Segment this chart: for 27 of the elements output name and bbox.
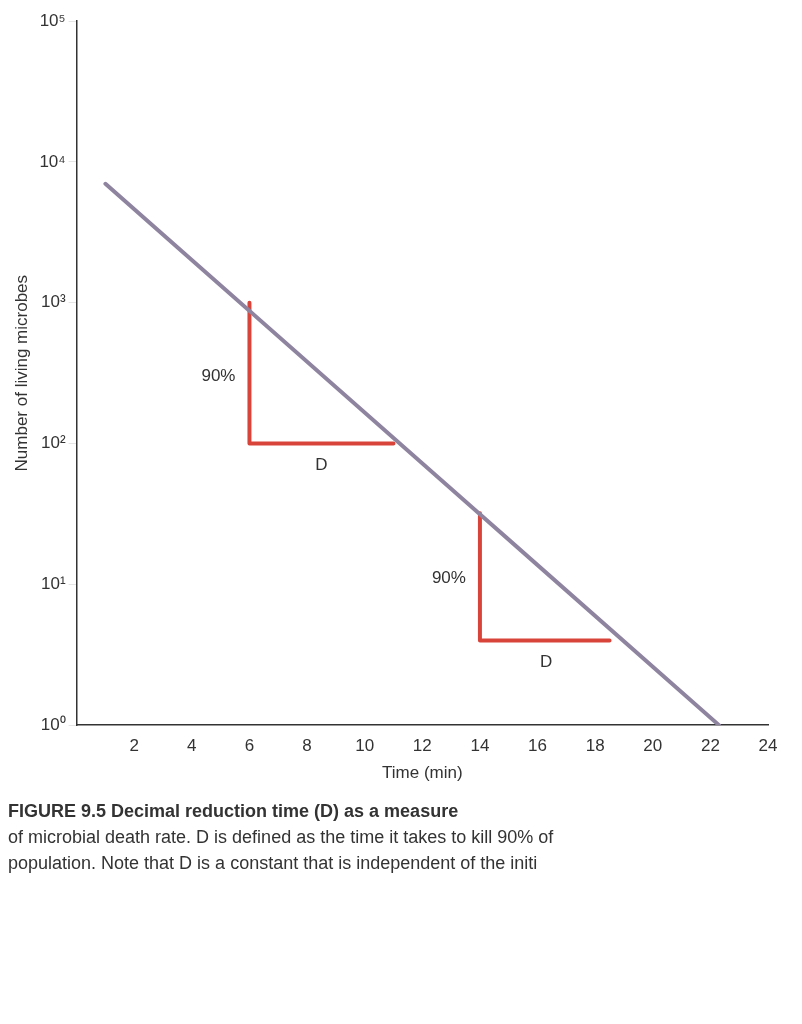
x-tick-label: 22: [700, 736, 720, 756]
y-tick-label: 10⁰: [40, 714, 66, 734]
x-axis-title: Time (min): [382, 763, 463, 783]
y-tick-label: 10⁴: [39, 151, 66, 171]
y-tick-label: 10³: [41, 292, 66, 312]
y-axis-title: Number of living microbes: [11, 274, 31, 472]
annotation: D: [540, 652, 553, 672]
text: of microbial death rate. D is defined as the time it takes to kill 90% of: [8, 826, 555, 849]
x-tick-label: 16: [528, 736, 547, 756]
y-tick-label: 10⁵: [39, 10, 66, 30]
x-tick-label: 14: [470, 736, 490, 756]
annotation: D: [315, 455, 328, 475]
text: population. Note that D is a constant that is independent of the initi: [8, 852, 539, 875]
y-tick-label: 10¹: [41, 574, 66, 594]
x-tick-label: 8: [302, 736, 312, 756]
x-tick-label: 20: [643, 736, 663, 756]
annotation: 90%: [431, 568, 466, 588]
x-tick-label: 6: [244, 736, 255, 756]
x-tick-label: 2: [129, 736, 139, 756]
y-tick-label: 10²: [41, 433, 66, 453]
x-tick-label: 12: [412, 736, 432, 756]
x-tick-label: 4: [187, 736, 197, 756]
annotation: 90%: [201, 366, 236, 386]
x-tick-label: 10: [355, 736, 375, 756]
x-tick-label: 18: [585, 736, 605, 756]
caption: FIGURE 9.5 Decimal reduction time (D) as a measure: [8, 800, 460, 823]
x-tick-label: 24: [758, 736, 778, 756]
